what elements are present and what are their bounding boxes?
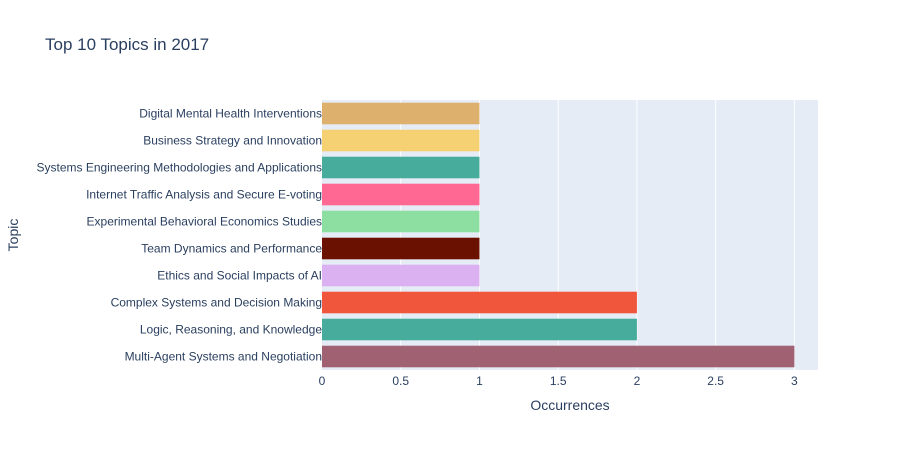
y-tick-label: Business Strategy and Innovation [143, 134, 322, 148]
bars [322, 102, 795, 368]
x-tick-label: 2 [634, 374, 641, 388]
x-axis-title: Occurrences [530, 397, 609, 413]
bar [322, 102, 480, 125]
x-tick-label: 1 [476, 374, 483, 388]
bar [322, 210, 480, 233]
x-tick-label: 0.5 [392, 374, 409, 388]
y-tick-label: Experimental Behavioral Economics Studie… [87, 215, 322, 229]
y-tick-label: Systems Engineering Methodologies and Ap… [36, 161, 322, 175]
bar [322, 345, 795, 368]
bar [322, 264, 480, 287]
y-tick-label: Internet Traffic Analysis and Secure E-v… [86, 188, 322, 202]
bar [322, 129, 480, 152]
bar [322, 291, 637, 314]
x-tick-label: 3 [791, 374, 798, 388]
y-tick-label: Multi-Agent Systems and Negotiation [125, 350, 322, 364]
y-tick-label: Digital Mental Health Interventions [139, 107, 322, 121]
y-tick-label: Complex Systems and Decision Making [111, 296, 322, 310]
y-tick-label: Logic, Reasoning, and Knowledge [140, 323, 322, 337]
y-axis-title: Topic [5, 219, 21, 252]
bar [322, 237, 480, 260]
chart-title: Top 10 Topics in 2017 [45, 35, 209, 54]
bar [322, 156, 480, 179]
y-tick-label: Team Dynamics and Performance [141, 242, 322, 256]
x-tick-label: 0 [319, 374, 326, 388]
bar [322, 318, 637, 341]
x-tick-label: 1.5 [550, 374, 567, 388]
y-tick-labels: Digital Mental Health Interventions Busin… [36, 107, 322, 364]
x-tick-label: 2.5 [707, 374, 724, 388]
bar [322, 183, 480, 206]
x-tick-labels: 0 0.5 1 1.5 2 2.5 3 [319, 374, 798, 388]
y-tick-label: Ethics and Social Impacts of AI [157, 269, 322, 283]
